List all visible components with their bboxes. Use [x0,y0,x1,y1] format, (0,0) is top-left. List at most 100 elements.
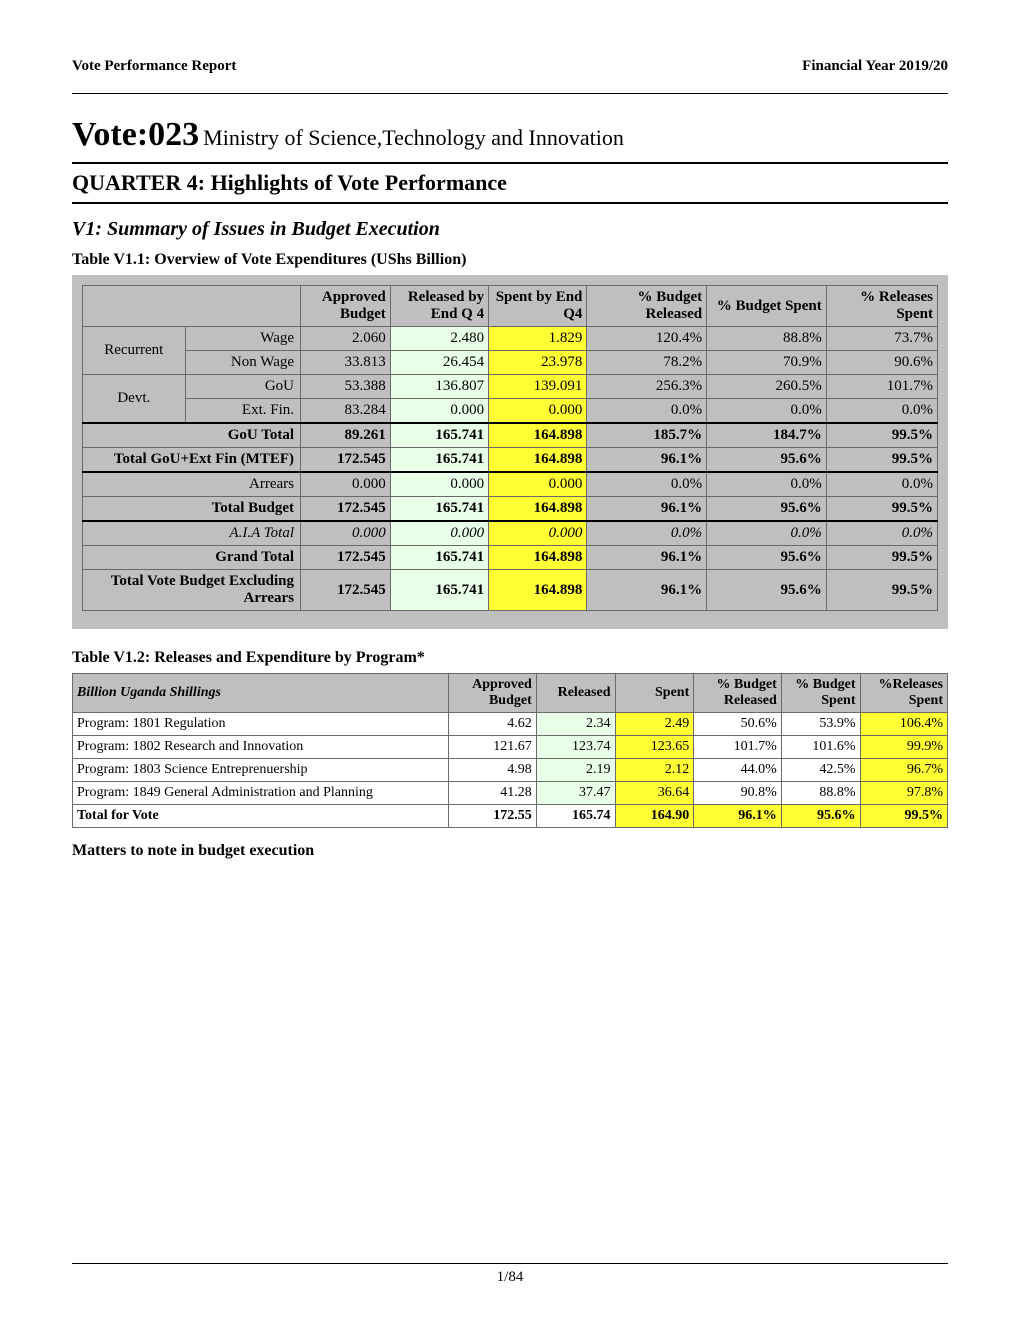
cell-pct-rel: 101.7% [694,736,782,759]
table1-header-row: Approved Budget Released by End Q 4 Spen… [83,286,938,327]
page-number: 1/84 [0,1269,1020,1286]
cell-pct-rel: 0.0% [587,399,707,424]
cell-pct-sp: 0.0% [707,521,827,546]
table1-row: Non Wage33.81326.45423.97878.2%70.9%90.6… [83,351,938,375]
cell-pct-relsp: 0.0% [826,399,937,424]
vote-name: Ministry of Science,Technology and Innov… [203,125,624,150]
cell-released: 165.741 [390,570,488,611]
table1-row: Ext. Fin.83.2840.0000.0000.0%0.0%0.0% [83,399,938,424]
table1-row: Devt.GoU53.388136.807139.091256.3%260.5%… [83,375,938,399]
cell-pct-relsp: 90.6% [826,351,937,375]
table1-row: RecurrentWage2.0602.4801.829120.4%88.8%7… [83,327,938,351]
cell-label: Program: 1803 Science Entreprenuership [73,759,449,782]
cell-approved: 2.060 [301,327,391,351]
cell-approved: 172.545 [301,546,391,570]
cell-released: 37.47 [536,782,615,805]
cell-spent: 0.000 [489,521,587,546]
cell-pct-relsp: 0.0% [826,472,937,497]
table2-row: Program: 1849 General Administration and… [73,782,948,805]
table2-row: Program: 1803 Science Entreprenuership4.… [73,759,948,782]
cell-spent: 164.898 [489,570,587,611]
cell-pct-sp: 95.6% [707,497,827,522]
row-label: A.I.A Total [83,521,301,546]
row-category: Recurrent [83,327,186,375]
table2-row: Program: 1801 Regulation4.622.342.4950.6… [73,713,948,736]
cell-approved: 33.813 [301,351,391,375]
cell-spent: 36.64 [615,782,694,805]
table1-caption: Table V1.1: Overview of Vote Expenditure… [72,251,948,269]
table1-row: A.I.A Total0.0000.0000.0000.0%0.0%0.0% [83,521,938,546]
cell-pct-rel: 96.1% [587,570,707,611]
table2-header-row: Billion Uganda Shillings Approved Budget… [73,674,948,713]
cell-pct-sp: 88.8% [781,782,860,805]
cell-pct-sp: 95.6% [707,570,827,611]
cell-pct-rel: 44.0% [694,759,782,782]
cell-released: 2.34 [536,713,615,736]
header-right: Financial Year 2019/20 [802,58,948,75]
cell-spent: 0.000 [489,399,587,424]
header-left: Vote Performance Report [72,58,236,75]
cell-pct-sp: 260.5% [707,375,827,399]
cell-approved: 0.000 [301,472,391,497]
cell-released: 165.741 [390,546,488,570]
t2-col-label: Billion Uganda Shillings [73,674,449,713]
table1-row: Total GoU+Ext Fin (MTEF)172.545165.74116… [83,448,938,473]
cell-spent: 0.000 [489,472,587,497]
cell-pct-relsp: 99.5% [860,805,948,828]
vote-code: Vote:023 [72,116,199,153]
cell-pct-rel: 90.8% [694,782,782,805]
cell-pct-relsp: 99.5% [826,423,937,448]
cell-label: Program: 1849 General Administration and… [73,782,449,805]
cell-released: 165.741 [390,423,488,448]
col-released: Released by End Q 4 [390,286,488,327]
page-header: Vote Performance Report Financial Year 2… [72,58,948,75]
row-label: GoU Total [83,423,301,448]
cell-pct-relsp: 99.5% [826,448,937,473]
row-label: GoU [185,375,300,399]
cell-approved: 172.545 [301,448,391,473]
cell-pct-relsp: 97.8% [860,782,948,805]
cell-pct-relsp: 73.7% [826,327,937,351]
cell-pct-relsp: 99.9% [860,736,948,759]
footer-divider [72,1263,948,1264]
matters-title: Matters to note in budget execution [72,842,948,860]
table1-header-blank [83,286,301,327]
cell-approved: 0.000 [301,521,391,546]
cell-pct-sp: 42.5% [781,759,860,782]
cell-pct-sp: 101.6% [781,736,860,759]
cell-pct-relsp: 99.5% [826,546,937,570]
cell-spent: 2.12 [615,759,694,782]
cell-approved: 89.261 [301,423,391,448]
col-pct-relsp: % Releases Spent [826,286,937,327]
cell-spent: 23.978 [489,351,587,375]
cell-approved: 4.98 [449,759,537,782]
cell-released: 2.19 [536,759,615,782]
col-approved: Approved Budget [301,286,391,327]
table1-row: Arrears0.0000.0000.0000.0%0.0%0.0% [83,472,938,497]
cell-released: 165.741 [390,448,488,473]
cell-spent: 164.898 [489,448,587,473]
cell-spent: 164.898 [489,546,587,570]
cell-pct-relsp: 0.0% [826,521,937,546]
row-label: Wage [185,327,300,351]
table1-container: Approved Budget Released by End Q 4 Spen… [72,275,948,629]
cell-pct-rel: 96.1% [587,497,707,522]
cell-released: 0.000 [390,399,488,424]
row-label: Total Vote Budget Excluding Arrears [83,570,301,611]
cell-spent: 164.898 [489,423,587,448]
cell-approved: 53.388 [301,375,391,399]
cell-released: 165.74 [536,805,615,828]
cell-pct-rel: 0.0% [587,472,707,497]
cell-pct-rel: 50.6% [694,713,782,736]
table1-row: Total Budget172.545165.741164.89896.1%95… [83,497,938,522]
table2-caption: Table V1.2: Releases and Expenditure by … [72,649,948,667]
cell-pct-sp: 88.8% [707,327,827,351]
cell-pct-rel: 96.1% [694,805,782,828]
cell-pct-rel: 0.0% [587,521,707,546]
cell-spent: 1.829 [489,327,587,351]
cell-pct-sp: 0.0% [707,472,827,497]
t2-col-released: Released [536,674,615,713]
cell-pct-sp: 0.0% [707,399,827,424]
table1-row: GoU Total89.261165.741164.898185.7%184.7… [83,423,938,448]
cell-released: 26.454 [390,351,488,375]
